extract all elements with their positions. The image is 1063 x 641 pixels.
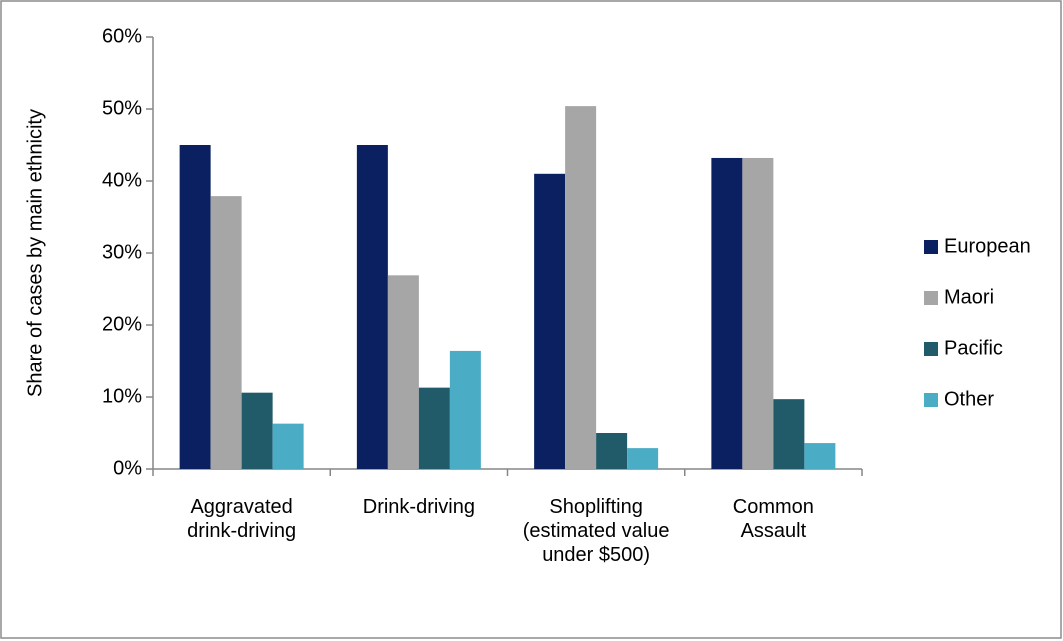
legend-swatch: [924, 393, 938, 407]
bar: [711, 157, 743, 469]
bar: [596, 433, 628, 469]
bar: [742, 157, 774, 469]
y-axis-label: Share of cases by main ethnicity: [24, 109, 46, 397]
bar: [179, 145, 211, 469]
bar: [565, 106, 597, 470]
bar: [241, 392, 273, 469]
y-tick-label: 30%: [102, 241, 142, 263]
bar: [356, 145, 388, 469]
legend-swatch: [924, 240, 938, 254]
legend-swatch: [924, 291, 938, 305]
x-tick-label: Aggravated drink-driving: [187, 496, 297, 542]
legend-label: Pacific: [944, 337, 1003, 359]
bar: [272, 423, 304, 469]
bar: [627, 448, 659, 469]
bar: [449, 350, 481, 469]
y-tick-label: 0%: [113, 457, 142, 479]
legend-swatch: [924, 342, 938, 356]
bar: [387, 275, 419, 469]
legend-label: Maori: [944, 286, 994, 308]
legend-label: European: [944, 235, 1031, 257]
x-tick-label: Common Assault: [732, 496, 814, 542]
x-tick-label: Shoplifting (estimated value under $500): [522, 496, 670, 566]
legend-label: Other: [944, 388, 994, 410]
y-tick-label: 20%: [102, 313, 142, 335]
y-tick-label: 50%: [102, 97, 142, 119]
x-tick-label: Drink-driving: [362, 496, 475, 518]
y-tick-label: 10%: [102, 385, 142, 407]
bar: [210, 196, 242, 469]
y-tick-label: 60%: [102, 25, 142, 47]
bar: [804, 443, 836, 469]
bar: [534, 173, 566, 470]
y-tick-label: 40%: [102, 169, 142, 191]
bar: [418, 387, 450, 469]
bar: [773, 399, 805, 469]
